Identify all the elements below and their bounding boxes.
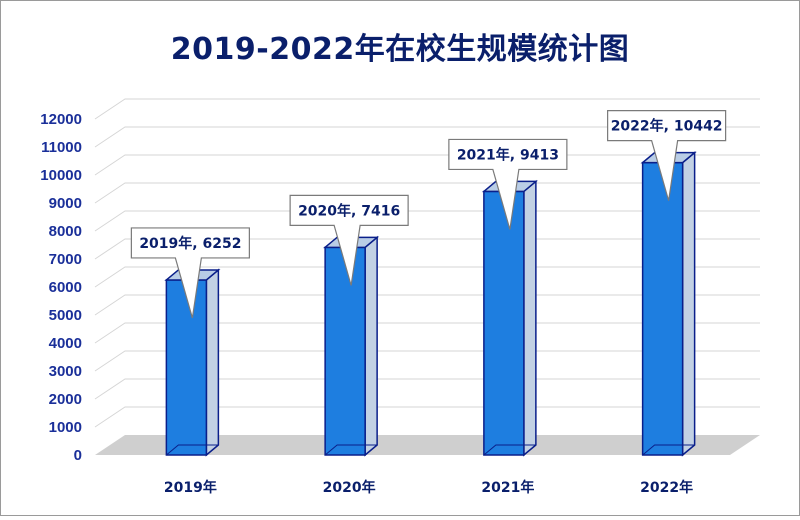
chart-title: 2019-2022年在校生规模统计图 <box>170 32 630 67</box>
gridline <box>94 294 760 316</box>
bar-side <box>205 268 220 457</box>
y-tick-label: 10000 <box>40 167 82 184</box>
data-label-callout <box>607 110 727 201</box>
x-tick-label: 2019年 <box>164 479 217 496</box>
y-tick-label: 9000 <box>49 195 82 212</box>
y-tick-label: 6000 <box>49 279 82 296</box>
x-tick-label: 2020年 <box>323 479 376 496</box>
gridline <box>94 350 760 372</box>
y-tick-label: 4000 <box>49 335 82 352</box>
gridline <box>94 98 760 120</box>
gridline <box>94 182 760 204</box>
y-tick-label: 7000 <box>49 251 82 268</box>
y-tick-label: 0 <box>74 447 82 464</box>
data-label: 2021年, 9413 <box>457 146 559 163</box>
gridline <box>94 406 760 428</box>
y-tick-label: 3000 <box>49 363 82 380</box>
bar-side <box>523 179 537 457</box>
bar-inner-edge <box>324 444 378 456</box>
bar-inner-edge <box>483 444 536 456</box>
y-tick-label: 5000 <box>49 307 82 324</box>
y-tick-label: 12000 <box>40 111 82 128</box>
bar <box>641 161 684 456</box>
gridline <box>94 322 760 344</box>
gridline <box>94 266 760 288</box>
gridline <box>94 126 760 148</box>
y-tick-label: 8000 <box>49 223 82 240</box>
bar <box>165 279 208 456</box>
y-tick-label: 2000 <box>49 391 82 408</box>
chart-floor <box>95 435 760 455</box>
bar-inner-edge <box>166 444 219 456</box>
gridline <box>94 210 760 232</box>
bar-inner-edge <box>642 444 695 456</box>
data-label-callout <box>289 194 409 286</box>
data-label: 2020年, 7416 <box>298 202 400 219</box>
y-tick-label: 11000 <box>41 139 82 156</box>
x-tick-label: 2022年 <box>640 479 693 496</box>
y-tick-label: 1000 <box>49 419 82 436</box>
bar-side <box>364 235 378 457</box>
x-tick-label: 2021年 <box>481 479 534 496</box>
gridline <box>94 378 760 400</box>
data-label: 2019年, 6252 <box>139 235 241 252</box>
data-label-callout <box>448 138 568 230</box>
bar-side <box>681 151 696 457</box>
gridline <box>94 238 760 260</box>
bar <box>483 190 525 456</box>
data-label: 2022年, 10442 <box>611 118 723 135</box>
bar <box>324 246 366 456</box>
data-label-callout <box>130 227 250 319</box>
